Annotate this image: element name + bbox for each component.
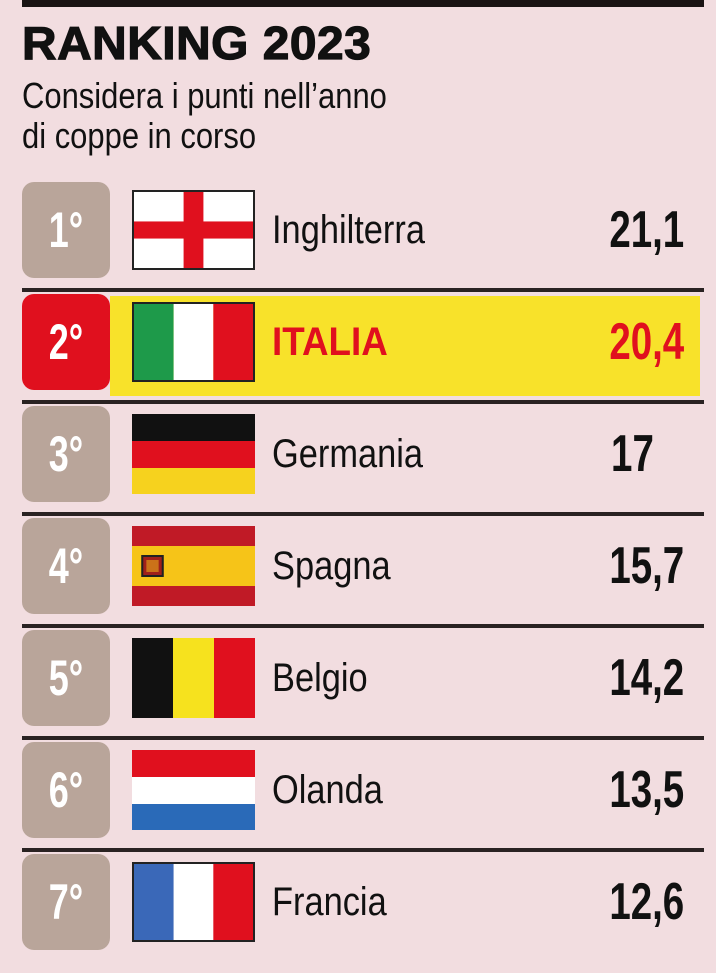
points-value: 21,1 bbox=[609, 201, 684, 259]
rank-badge: 4° bbox=[22, 518, 110, 614]
rank-badge: 6° bbox=[22, 742, 110, 838]
subtitle-line-2: di coppe in corso bbox=[22, 115, 257, 156]
subtitle: Considera i punti nell’anno di coppe in … bbox=[22, 76, 504, 156]
table-row: 1° Inghilterra 21,1 bbox=[22, 180, 704, 292]
italy-flag-icon bbox=[132, 302, 255, 382]
ranking-table: 1° Inghilterra 21,1 2° ITALIA 20,4 3° Ge… bbox=[22, 180, 704, 960]
rank-badge: 7° bbox=[22, 854, 110, 950]
country-name: Spagna bbox=[272, 544, 391, 588]
subtitle-line-1: Considera i punti nell’anno bbox=[22, 75, 387, 116]
points-value: 14,2 bbox=[609, 649, 684, 707]
country-name: Inghilterra bbox=[272, 208, 425, 252]
table-row: 7° Francia 12,6 bbox=[22, 852, 704, 960]
germany-flag-icon bbox=[132, 414, 255, 494]
points-value: 17 bbox=[611, 425, 654, 483]
rank-badge: 2° bbox=[22, 294, 110, 390]
england-flag-icon bbox=[132, 190, 255, 270]
table-row: 4° Spagna 15,7 bbox=[22, 516, 704, 628]
table-row-highlighted: 2° ITALIA 20,4 bbox=[22, 292, 704, 404]
rank-badge: 5° bbox=[22, 630, 110, 726]
belgium-flag-icon bbox=[132, 638, 255, 718]
country-name: Germania bbox=[272, 432, 424, 476]
country-name: Francia bbox=[272, 880, 387, 924]
rank-badge: 1° bbox=[22, 182, 110, 278]
page-title: RANKING 2023 bbox=[21, 16, 372, 69]
points-value: 12,6 bbox=[609, 873, 684, 931]
rank-badge: 3° bbox=[22, 406, 110, 502]
points-value: 20,4 bbox=[609, 313, 684, 371]
top-rule bbox=[22, 0, 704, 7]
country-name: ITALIA bbox=[272, 320, 388, 364]
country-name: Belgio bbox=[272, 656, 368, 700]
france-flag-icon bbox=[132, 862, 255, 942]
table-row: 3° Germania 17 bbox=[22, 404, 704, 516]
table-row: 6° Olanda 13,5 bbox=[22, 740, 704, 852]
points-value: 15,7 bbox=[609, 537, 684, 595]
table-row: 5° Belgio 14,2 bbox=[22, 628, 704, 740]
spain-flag-icon bbox=[132, 526, 255, 606]
netherlands-flag-icon bbox=[132, 750, 255, 830]
country-name: Olanda bbox=[272, 768, 383, 812]
points-value: 13,5 bbox=[609, 761, 684, 819]
